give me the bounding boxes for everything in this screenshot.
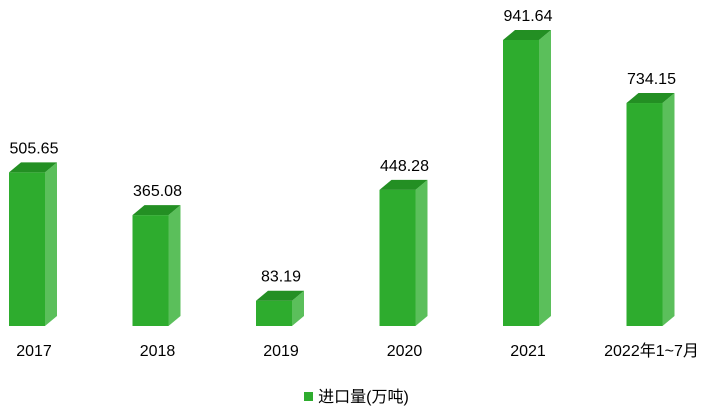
data-label: 448.28 (380, 158, 429, 175)
bar (626, 103, 663, 326)
bar-top (132, 205, 181, 216)
legend-swatch (304, 392, 314, 401)
x-tick-label: 2017 (16, 343, 52, 360)
bar-side (539, 30, 551, 326)
x-tick-label: 2020 (387, 343, 423, 360)
x-tick-label: 2018 (140, 343, 176, 360)
bar-top (503, 30, 551, 40)
x-tick-label: 2019 (263, 343, 299, 360)
x-tick-label: 2022年1~7月 (604, 342, 699, 360)
bar (132, 215, 169, 326)
bar-top (256, 290, 304, 301)
bar-top (626, 93, 675, 104)
bar-side (168, 205, 181, 326)
data-label: 365.08 (133, 183, 182, 200)
legend-label: 进口量(万吨) (318, 389, 409, 406)
bar-side (292, 290, 304, 326)
bar (256, 300, 292, 326)
legend: 进口量(万吨) (0, 383, 713, 407)
data-label: 734.15 (627, 71, 676, 88)
data-label: 83.19 (261, 269, 301, 286)
bar (503, 40, 539, 326)
bar-side (662, 93, 675, 326)
bar-top (379, 179, 428, 190)
bar-side (415, 179, 428, 326)
data-label: 941.64 (504, 8, 553, 25)
bar-side (45, 162, 57, 326)
bar (379, 189, 416, 326)
x-tick-label: 2021 (510, 343, 546, 360)
bar-top (9, 162, 57, 173)
data-label: 505.65 (10, 140, 59, 157)
bar (9, 172, 45, 326)
